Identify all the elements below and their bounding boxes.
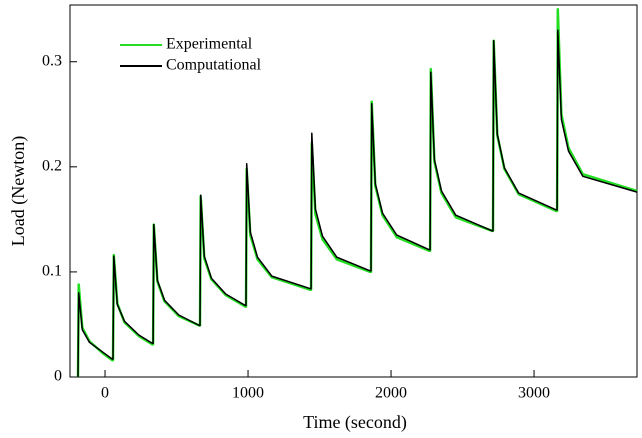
y-tick-label: 0.3 <box>42 52 62 69</box>
y-tick-label: 0.1 <box>42 263 62 280</box>
legend-label: Experimental <box>166 36 253 53</box>
x-tick-label: 0 <box>101 385 109 402</box>
y-tick-label: 0.2 <box>42 158 62 175</box>
x-tick-label: 3000 <box>518 385 550 402</box>
plot-frame <box>69 4 638 378</box>
legend-label: Computational <box>166 57 262 74</box>
x-axis-label: Time (second) <box>303 412 407 433</box>
x-tick-label: 2000 <box>375 385 407 402</box>
series-line <box>77 29 638 378</box>
x-tick-label: 1000 <box>232 385 264 402</box>
y-axis-label: Load (Newton) <box>8 136 29 246</box>
y-tick-label: 0 <box>54 368 62 385</box>
series-line <box>76 7 638 378</box>
